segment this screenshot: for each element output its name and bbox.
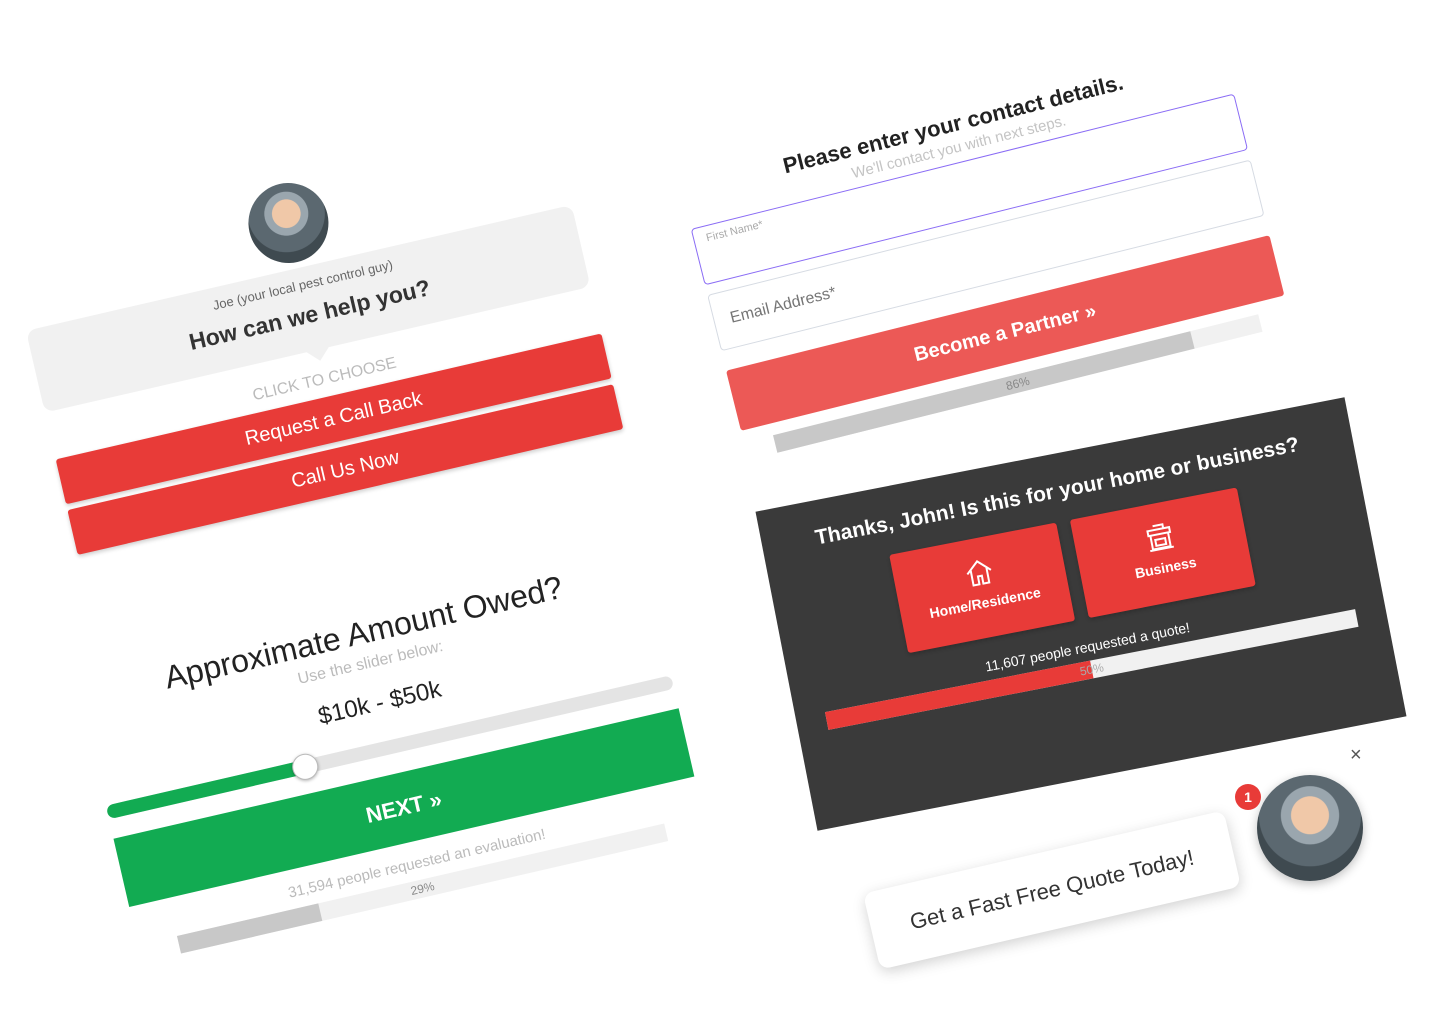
slider-handle[interactable] [289,751,321,783]
contact-form: Please enter your contact details. We'll… [678,44,1291,460]
first-name-label: First Name* [705,218,765,245]
amount-widget: Approximate Amount Owed? Use the slider … [77,549,707,962]
agent-avatar [240,175,337,271]
chat-widget: Joe (your local pest control guy) How ca… [7,121,624,555]
home-residence-button[interactable]: Home/Residence [889,522,1076,654]
storefront-icon [1146,523,1175,553]
business-button[interactable]: Business [1069,487,1256,619]
chat-avatar[interactable] [1257,775,1363,881]
type-widget: Thanks, John! Is this for your home or b… [755,397,1407,831]
house-icon [966,560,992,587]
notification-badge: 1 [1235,784,1261,810]
amount-title: Approximate Amount Owed? [160,568,566,696]
quote-chat-bubble[interactable]: Get a Fast Free Quote Today! [862,810,1242,970]
quote-message: Get a Fast Free Quote Today! [907,844,1197,935]
close-icon[interactable]: × [1350,744,1362,766]
